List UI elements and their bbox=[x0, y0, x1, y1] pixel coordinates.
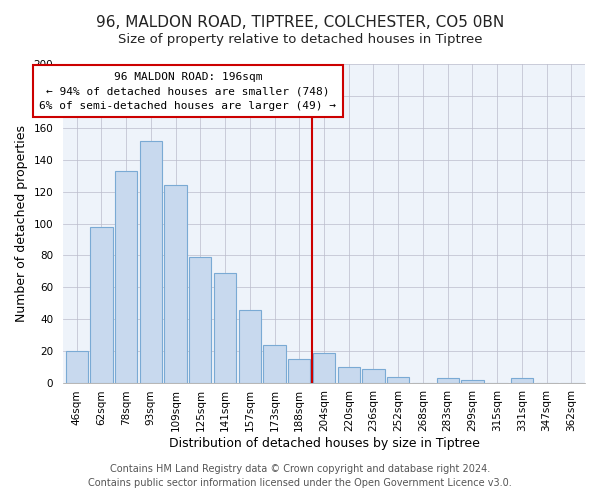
Text: Contains HM Land Registry data © Crown copyright and database right 2024.
Contai: Contains HM Land Registry data © Crown c… bbox=[88, 464, 512, 487]
Bar bbox=[511, 378, 533, 383]
Bar bbox=[115, 171, 137, 383]
Bar bbox=[65, 351, 88, 383]
Bar bbox=[140, 140, 162, 383]
Bar bbox=[214, 273, 236, 383]
Bar bbox=[437, 378, 459, 383]
Bar bbox=[387, 376, 409, 383]
Text: 96 MALDON ROAD: 196sqm
← 94% of detached houses are smaller (748)
6% of semi-det: 96 MALDON ROAD: 196sqm ← 94% of detached… bbox=[40, 72, 337, 111]
Y-axis label: Number of detached properties: Number of detached properties bbox=[15, 125, 28, 322]
Bar bbox=[338, 367, 360, 383]
Text: 96, MALDON ROAD, TIPTREE, COLCHESTER, CO5 0BN: 96, MALDON ROAD, TIPTREE, COLCHESTER, CO… bbox=[96, 15, 504, 30]
Bar bbox=[263, 345, 286, 383]
Bar bbox=[461, 380, 484, 383]
Bar bbox=[313, 353, 335, 383]
Bar bbox=[90, 226, 113, 383]
Bar bbox=[362, 368, 385, 383]
Bar bbox=[239, 310, 261, 383]
Bar bbox=[164, 185, 187, 383]
X-axis label: Distribution of detached houses by size in Tiptree: Distribution of detached houses by size … bbox=[169, 437, 479, 450]
Bar bbox=[189, 257, 211, 383]
Bar bbox=[288, 359, 310, 383]
Text: Size of property relative to detached houses in Tiptree: Size of property relative to detached ho… bbox=[118, 32, 482, 46]
